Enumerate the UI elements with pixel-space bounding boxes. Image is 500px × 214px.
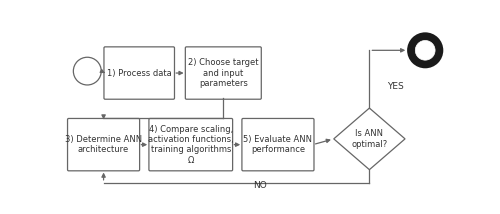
Text: 1) Process data: 1) Process data [107, 68, 172, 77]
FancyBboxPatch shape [104, 47, 174, 99]
Text: YES: YES [388, 82, 404, 91]
FancyBboxPatch shape [68, 119, 140, 171]
FancyBboxPatch shape [242, 119, 314, 171]
Circle shape [416, 40, 435, 60]
Text: NO: NO [254, 181, 267, 190]
FancyBboxPatch shape [186, 47, 262, 99]
Circle shape [74, 57, 101, 85]
Text: 3) Determine ANN
architecture: 3) Determine ANN architecture [65, 135, 142, 154]
Text: 2) Choose target
and input
parameters: 2) Choose target and input parameters [188, 58, 258, 88]
Circle shape [408, 33, 442, 67]
FancyBboxPatch shape [149, 119, 232, 171]
Text: Is ANN
optimal?: Is ANN optimal? [352, 129, 388, 149]
Polygon shape [334, 108, 405, 170]
Text: 5) Evaluate ANN
performance: 5) Evaluate ANN performance [244, 135, 312, 154]
Text: 4) Compare scaling,
activation functions,
training algorithms
Ω: 4) Compare scaling, activation functions… [148, 125, 234, 165]
